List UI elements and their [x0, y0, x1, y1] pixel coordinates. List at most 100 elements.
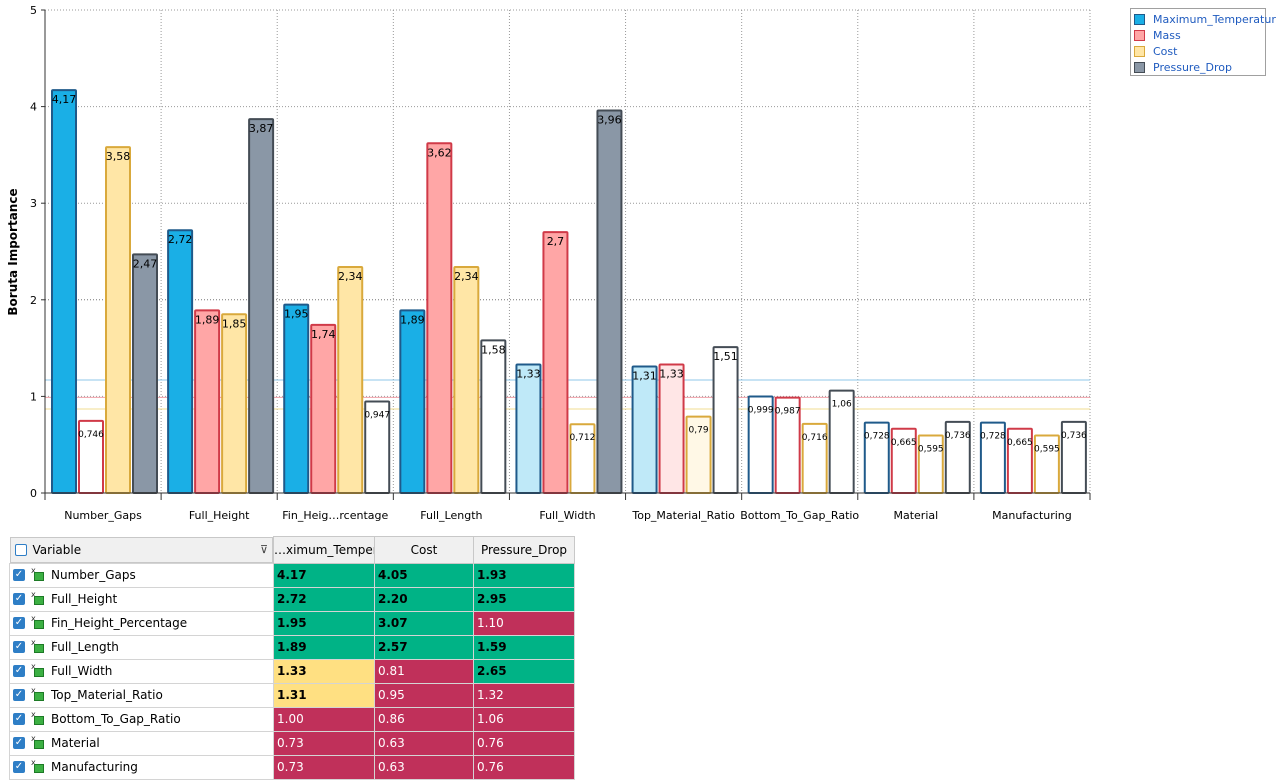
- table-row[interactable]: ✓ x Fin_Height_Percentage 1.95 3.07 1.10: [9, 610, 575, 636]
- table-row[interactable]: ✓ x Bottom_To_Gap_Ratio 1.00 0.86 1.06: [9, 706, 575, 732]
- bar-pressure_drop-3: [480, 339, 507, 495]
- legend-swatch: [1134, 45, 1145, 57]
- row-checkbox[interactable]: ✓: [13, 737, 25, 749]
- table-row[interactable]: ✓ x Full_Height 2.72 2.20 2.95: [9, 586, 575, 612]
- data-label: 1,33: [516, 368, 541, 381]
- value-cell: 1.00: [273, 706, 375, 732]
- value-cell: 0.81: [374, 658, 474, 684]
- bar-pressure_drop-5: [712, 346, 739, 494]
- legend-item-pressure_drop[interactable]: Pressure_Drop: [1134, 59, 1265, 75]
- data-label: 3,96: [597, 113, 622, 126]
- bar-pressure_drop-0: [132, 253, 158, 494]
- data-label: 1,31: [632, 369, 657, 382]
- table-row[interactable]: ✓ x Full_Length 1.89 2.57 1.59: [9, 634, 575, 660]
- table-row[interactable]: ✓ x Manufacturing 0.73 0.63 0.76: [9, 754, 575, 780]
- table-row[interactable]: ✓ x Top_Material_Ratio 1.31 0.95 1.32: [9, 682, 575, 708]
- bar-mass-4: [542, 231, 569, 494]
- x-category-label: Number_Gaps: [64, 509, 142, 522]
- filter-icon[interactable]: ⊽: [259, 543, 268, 556]
- variable-type-icon: x: [31, 758, 45, 773]
- variable-column-header[interactable]: ✓ Variable ⊽: [9, 536, 273, 563]
- row-checkbox[interactable]: ✓: [13, 593, 25, 605]
- value-cell: 0.76: [473, 730, 575, 756]
- data-label: 0,595: [918, 445, 944, 455]
- data-label: 0,999: [748, 405, 774, 415]
- data-label: 0,728: [980, 432, 1006, 442]
- value-cell: 3.07: [374, 610, 474, 636]
- y-tick-label: 5: [30, 4, 37, 17]
- table-row[interactable]: ✓ x Full_Width 1.33 0.81 2.65: [9, 658, 575, 684]
- row-checkbox[interactable]: ✓: [13, 569, 25, 581]
- variable-cell: ✓ x Fin_Height_Percentage: [9, 610, 274, 636]
- legend-item-cost[interactable]: Cost: [1134, 43, 1265, 59]
- data-label: 0,712: [570, 433, 596, 443]
- value-cell: 1.32: [473, 682, 575, 708]
- data-label: 0,716: [802, 433, 828, 443]
- data-label: 1,51: [713, 350, 738, 363]
- data-label: 2,34: [454, 270, 479, 283]
- variable-type-icon: x: [31, 686, 45, 701]
- legend-item-maximum_temperature[interactable]: Maximum_Temperature: [1134, 11, 1276, 27]
- data-label: 3,62: [427, 146, 452, 159]
- bar-cost-2: [337, 265, 364, 494]
- data-label: 1,95: [284, 308, 309, 321]
- x-category-label: Manufacturing: [992, 509, 1072, 522]
- table-row[interactable]: ✓ x Material 0.73 0.63 0.76: [9, 730, 575, 756]
- variable-cell: ✓ x Top_Material_Ratio: [9, 682, 274, 708]
- data-label: 2,72: [168, 233, 193, 246]
- value-cell: 0.95: [374, 682, 474, 708]
- data-label: 0,665: [1007, 438, 1033, 448]
- data-label: 2,47: [133, 257, 158, 270]
- data-label: 0,79: [689, 426, 709, 436]
- max-temperature-column-header[interactable]: …ximum_Temperatu: [273, 536, 375, 564]
- select-all-checkbox[interactable]: ✓: [14, 543, 27, 556]
- variable-cell: ✓ x Bottom_To_Gap_Ratio: [9, 706, 274, 732]
- row-checkbox[interactable]: ✓: [13, 761, 25, 773]
- bar-mass-2: [310, 323, 337, 494]
- row-checkbox[interactable]: ✓: [13, 641, 25, 653]
- row-checkbox[interactable]: ✓: [13, 689, 25, 701]
- y-tick-label: 4: [30, 101, 37, 114]
- variable-table: ✓ Variable ⊽ …ximum_Temperatu Cost Press…: [9, 536, 575, 780]
- bars: [51, 89, 1087, 495]
- variable-cell: ✓ x Material: [9, 730, 274, 756]
- y-axis-label: Boruta Importance: [6, 188, 20, 315]
- bar-cost-3: [453, 265, 480, 494]
- data-label: 1,58: [481, 343, 506, 356]
- x-category-label: Top_Material_Ratio: [631, 509, 735, 522]
- legend-label: Maximum_Temperature: [1153, 12, 1276, 26]
- legend-item-mass[interactable]: Mass: [1134, 27, 1265, 43]
- x-category-label: Material: [893, 509, 938, 522]
- x-category-label: Full_Length: [420, 509, 482, 522]
- legend: Maximum_Temperature Mass Cost Pressure_Drop: [1130, 8, 1276, 76]
- value-cell: 1.95: [273, 610, 375, 636]
- row-checkbox[interactable]: ✓: [13, 665, 25, 677]
- row-checkbox[interactable]: ✓: [13, 713, 25, 725]
- value-cell: 2.20: [374, 586, 474, 612]
- pressure-drop-column-header[interactable]: Pressure_Drop: [473, 536, 575, 564]
- value-cell: 2.65: [473, 658, 575, 684]
- table-row[interactable]: ✓ x Number_Gaps 4.17 4.05 1.93: [9, 562, 575, 588]
- legend-swatch: [1134, 13, 1145, 25]
- variable-cell: ✓ x Number_Gaps: [9, 562, 274, 588]
- variable-name: Full_Length: [51, 640, 119, 654]
- row-checkbox[interactable]: ✓: [13, 617, 25, 629]
- value-cell: 1.33: [273, 658, 375, 684]
- variable-name: Manufacturing: [51, 760, 138, 774]
- value-cell: 0.73: [273, 730, 375, 756]
- bar-mass-5: [658, 363, 685, 494]
- data-label: 1,85: [222, 317, 247, 330]
- data-label: 3,58: [106, 150, 131, 163]
- bar-pressure_drop-1: [248, 118, 275, 495]
- cost-column-header[interactable]: Cost: [374, 536, 474, 564]
- value-cell: 0.63: [374, 754, 474, 780]
- variable-type-icon: x: [31, 566, 45, 581]
- value-cell: 1.89: [273, 634, 375, 660]
- variable-name: Full_Height: [51, 592, 118, 606]
- value-cell: 0.86: [374, 706, 474, 732]
- variable-type-icon: x: [31, 590, 45, 605]
- variable-cell: ✓ x Full_Width: [9, 658, 274, 684]
- bar-mass-3: [426, 142, 453, 494]
